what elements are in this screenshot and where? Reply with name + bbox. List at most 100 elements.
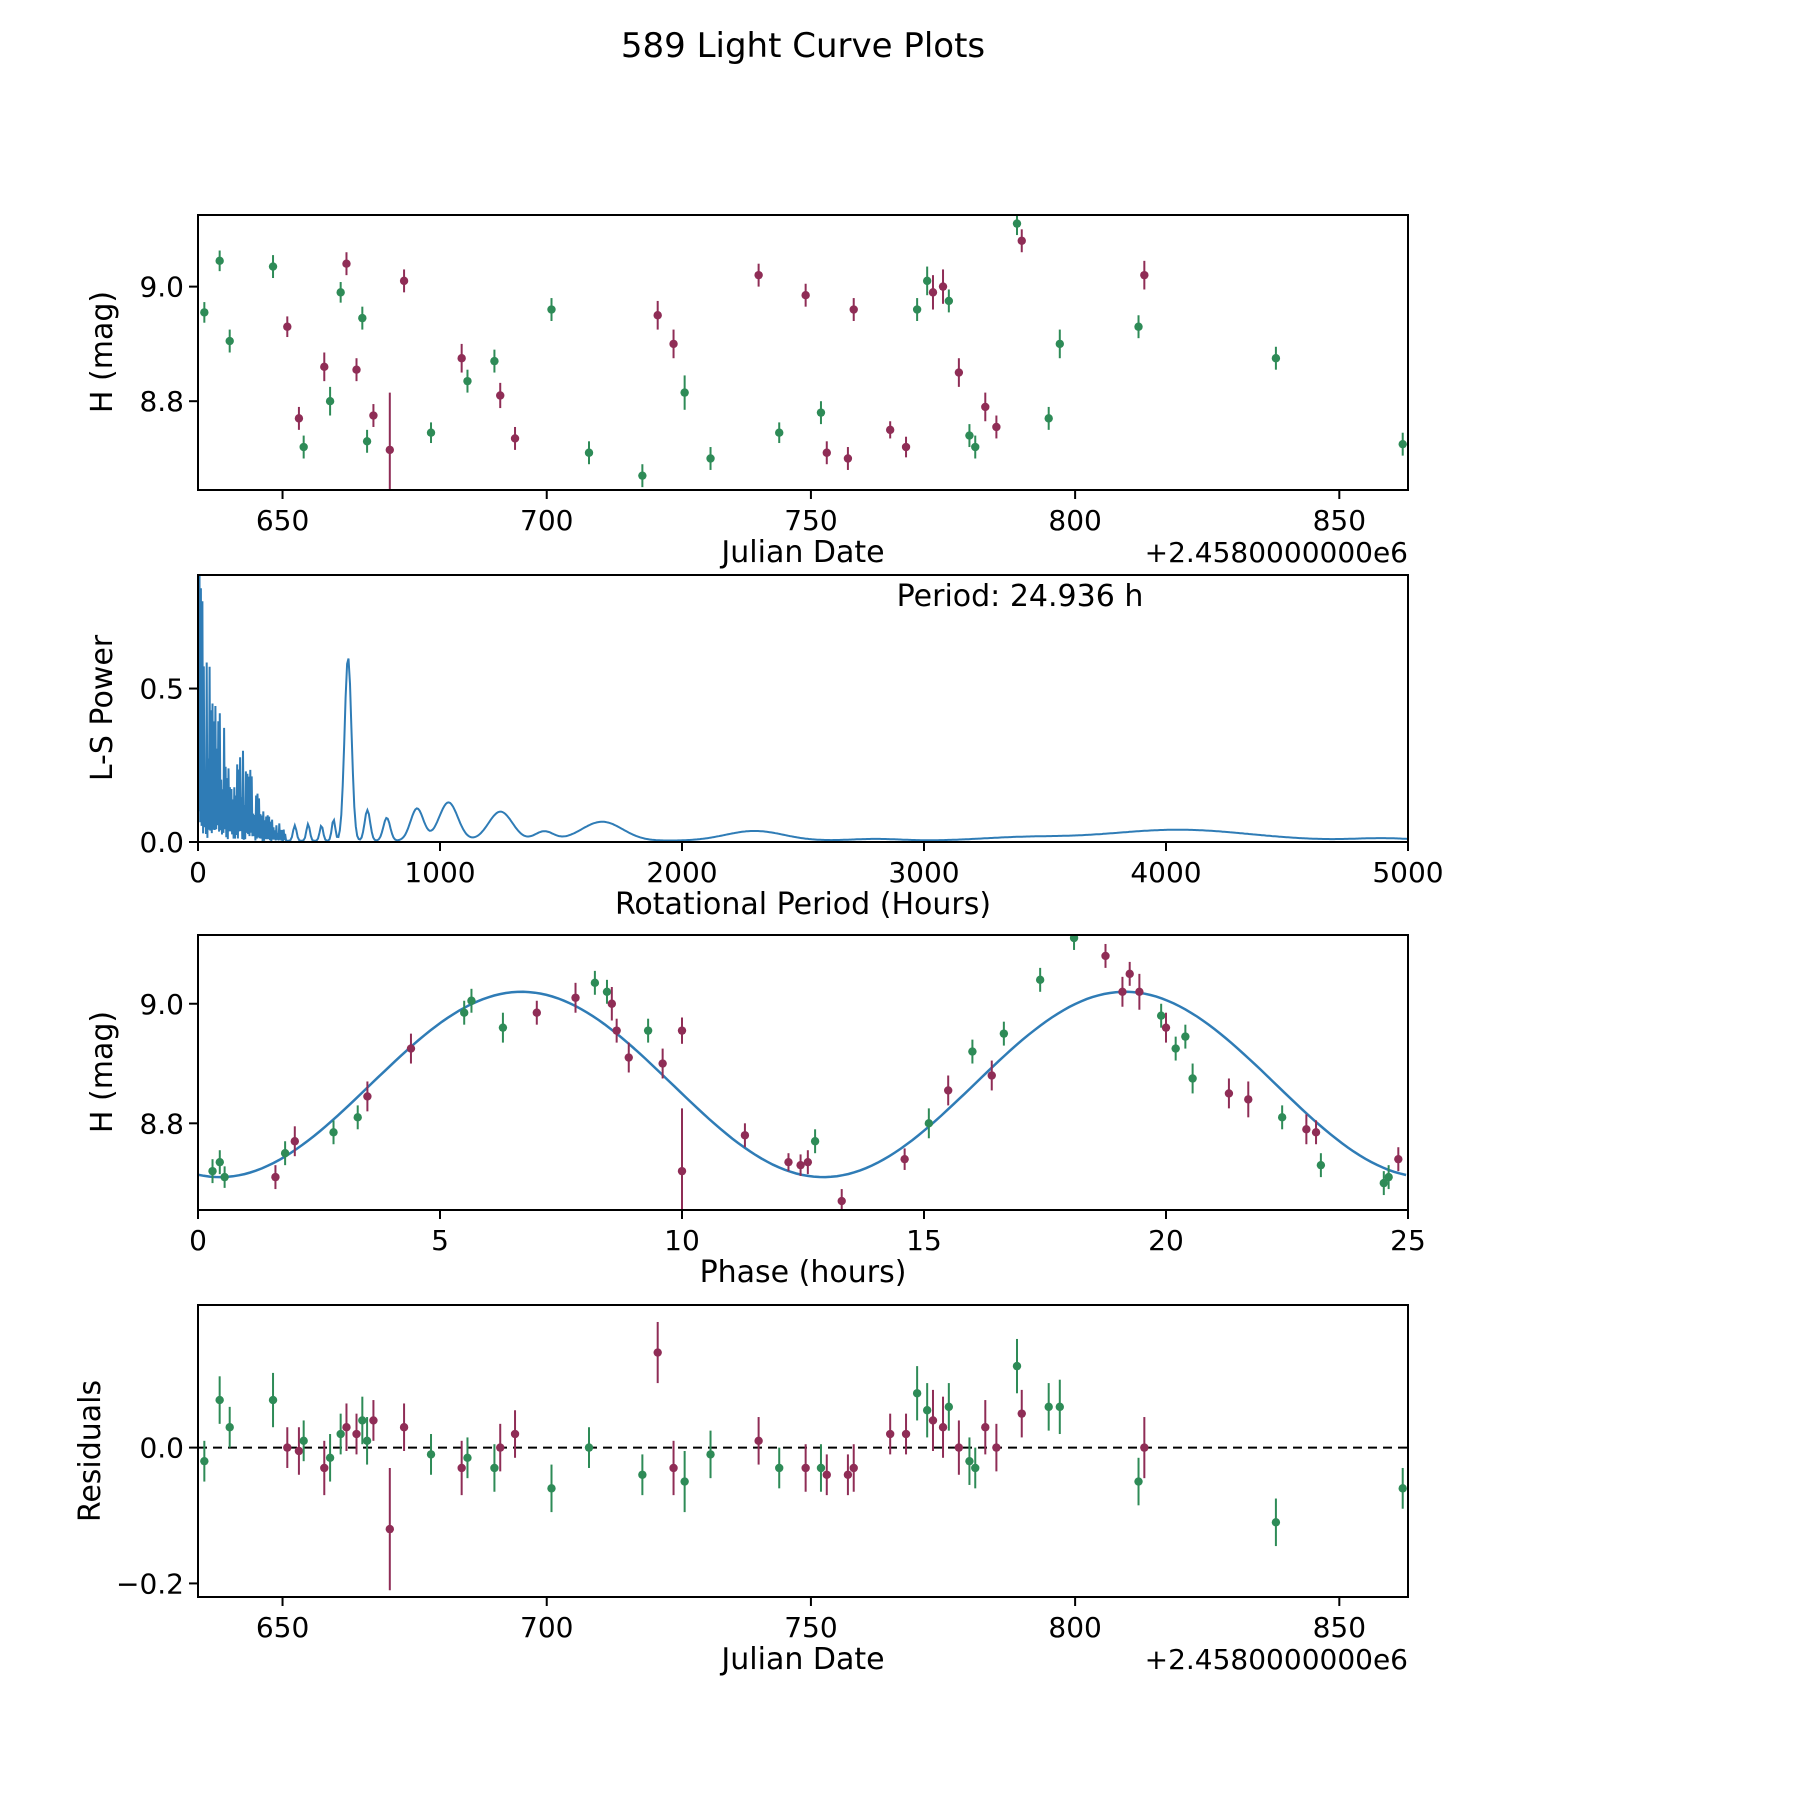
- data-point: [638, 1470, 647, 1479]
- data-point: [999, 1029, 1009, 1038]
- data-point: [457, 1463, 466, 1473]
- data-point: [590, 978, 600, 988]
- data-point: [653, 311, 662, 320]
- data-point: [547, 1484, 556, 1493]
- data-point: [1398, 439, 1407, 449]
- data-point: [607, 999, 617, 1008]
- data-point: [1224, 1089, 1234, 1098]
- data-point: [775, 1463, 784, 1473]
- data-point: [320, 362, 329, 372]
- data-point: [1069, 935, 1079, 943]
- data-point: [200, 308, 209, 317]
- data-point: [1384, 1172, 1393, 1182]
- data-point: [353, 1113, 362, 1122]
- x-tick-label: 25: [1390, 1224, 1426, 1257]
- data-point: [822, 1470, 831, 1479]
- data-point: [1017, 236, 1026, 245]
- data-point: [1302, 1125, 1311, 1134]
- x-tick-label: 10: [664, 1224, 700, 1257]
- data-point: [1188, 1074, 1197, 1083]
- data-point: [547, 305, 556, 314]
- data-point: [900, 1154, 909, 1164]
- data-point: [981, 402, 990, 412]
- y-tick-label: 8.8: [139, 385, 184, 418]
- data-point: [200, 1456, 209, 1466]
- data-point: [612, 1026, 621, 1035]
- data-point: [922, 1406, 932, 1415]
- data-point: [385, 1524, 395, 1534]
- data-point: [965, 1456, 974, 1466]
- data-point: [1134, 1477, 1143, 1486]
- period-annotation: Period: 24.936 h: [897, 579, 1144, 614]
- y-tick-label: −0.2: [116, 1567, 184, 1600]
- axes-frame: [197, 1304, 1409, 1598]
- data-point: [271, 1172, 280, 1182]
- data-point: [1012, 219, 1022, 228]
- data-point: [299, 1436, 308, 1446]
- data-point: [584, 1443, 594, 1452]
- data-point: [669, 1463, 678, 1473]
- data-point: [1044, 1402, 1053, 1412]
- x-tick-label: 0: [189, 856, 207, 889]
- data-point: [1316, 1160, 1326, 1170]
- data-point: [992, 422, 1001, 432]
- data-point: [981, 1423, 990, 1432]
- data-point: [680, 388, 689, 397]
- data-point: [490, 356, 499, 366]
- data-point: [801, 1463, 810, 1473]
- figure-title: 589 Light Curve Plots: [621, 26, 985, 66]
- data-point: [510, 1429, 520, 1439]
- data-point: [901, 1429, 911, 1439]
- data-point: [816, 1463, 826, 1473]
- y-tick-label: 8.8: [139, 1107, 184, 1140]
- axes-frame: [197, 214, 1409, 491]
- data-point: [1055, 1402, 1064, 1412]
- data-point: [399, 276, 409, 286]
- data-point: [496, 391, 505, 400]
- data-point: [643, 1026, 653, 1035]
- data-point: [924, 1119, 934, 1128]
- data-point: [362, 1436, 372, 1446]
- data-point: [584, 448, 594, 457]
- data-point: [498, 1023, 508, 1032]
- data-point: [1394, 1154, 1403, 1164]
- phase-ylabel: H (mag): [85, 1011, 120, 1133]
- data-point: [1140, 270, 1149, 280]
- data-point: [928, 1416, 938, 1425]
- data-point: [1271, 1518, 1281, 1527]
- data-point: [1277, 1113, 1287, 1122]
- data-point: [283, 322, 292, 331]
- data-point: [992, 1443, 1001, 1452]
- data-point: [325, 396, 335, 406]
- data-point: [426, 428, 436, 437]
- data-point: [602, 987, 612, 996]
- data-point: [1118, 987, 1127, 996]
- data-point: [968, 1047, 977, 1056]
- data-point: [912, 305, 922, 314]
- data-point: [329, 1128, 338, 1137]
- sinusoid-fit-line: [198, 990, 1407, 1179]
- data-point: [885, 425, 895, 435]
- data-point: [740, 1131, 750, 1140]
- data-point: [706, 454, 715, 463]
- axes-frame: [197, 574, 1409, 843]
- data-point: [912, 1389, 922, 1398]
- data-point: [1398, 1484, 1407, 1493]
- residuals-data: [198, 1321, 1408, 1591]
- data-point: [677, 1166, 687, 1176]
- x-tick-label: 800: [1048, 504, 1101, 537]
- data-point: [901, 442, 911, 452]
- lightcurve-xlabel: Julian Date: [719, 535, 884, 570]
- data-point: [362, 437, 372, 446]
- periodogram-ylabel: L-S Power: [85, 634, 120, 781]
- data-point: [280, 1149, 290, 1158]
- data-point: [658, 1059, 667, 1068]
- y-tick-label: 0.0: [139, 1432, 184, 1465]
- data-point: [680, 1477, 689, 1486]
- data-point: [369, 1416, 378, 1425]
- data-point: [1101, 951, 1110, 961]
- panel-phase_folded: 0 5 10 15 20 25 8.8 9.0: [139, 934, 1426, 1257]
